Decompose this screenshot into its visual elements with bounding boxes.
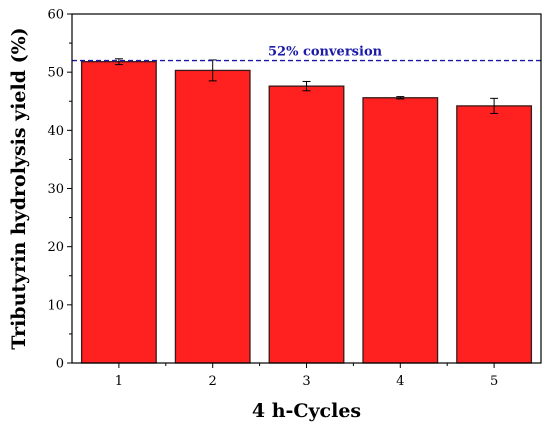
x-tick-label: 2 — [209, 374, 217, 389]
bar-cycle-3 — [268, 85, 345, 364]
bar-cycle-2 — [174, 69, 251, 364]
y-axis-ticks: 0 10 20 30 40 50 60 — [47, 8, 72, 372]
bar-cycle-1 — [80, 61, 157, 364]
y-axis-title: Tributyrin hydrolysis yield (%) — [8, 27, 30, 349]
x-axis-title: 4 h-Cycles — [252, 400, 361, 422]
y-tick-label: 30 — [47, 182, 64, 197]
y-tick-label: 20 — [47, 240, 64, 255]
bars-group — [80, 61, 533, 364]
bar-cycle-4 — [362, 97, 439, 364]
error-bar-cycle-5 — [490, 97, 499, 114]
x-axis-ticks: 1 2 3 4 5 — [115, 363, 498, 389]
y-tick-label: 50 — [47, 66, 64, 81]
x-tick-label: 4 — [396, 374, 404, 389]
bar-cycle-5 — [456, 105, 533, 364]
y-tick-label: 10 — [47, 298, 64, 313]
reference-line-label: 52% conversion — [268, 45, 383, 60]
y-tick-label: 0 — [56, 357, 64, 372]
error-bar-cycle-4 — [396, 96, 405, 100]
error-bar-cycle-3 — [302, 80, 311, 92]
x-tick-label: 3 — [302, 374, 310, 389]
y-tick-label: 40 — [47, 124, 64, 139]
x-tick-label: 5 — [490, 374, 498, 389]
error-bar-cycle-1 — [114, 58, 123, 66]
x-tick-label: 1 — [115, 374, 123, 389]
y-tick-label: 60 — [47, 8, 64, 23]
